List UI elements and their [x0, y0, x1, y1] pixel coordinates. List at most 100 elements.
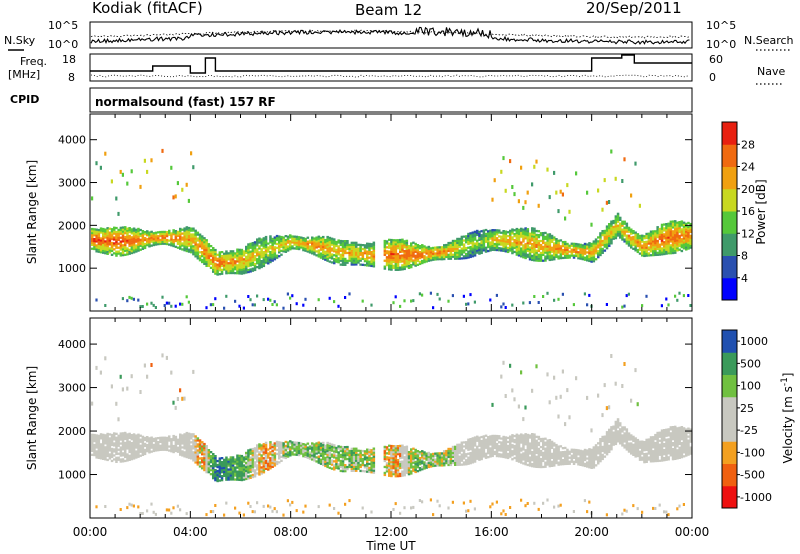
echo-cell	[194, 233, 197, 236]
echo-cell	[418, 256, 422, 260]
echo-cell	[124, 433, 127, 437]
echo-cell	[97, 436, 101, 439]
echo-cell	[264, 249, 268, 252]
echo-cell	[97, 250, 101, 253]
echo-cell	[238, 270, 241, 273]
echo-cell	[544, 245, 547, 248]
echo-cell	[187, 456, 191, 459]
echo-cell	[443, 460, 446, 463]
echo-cell	[209, 245, 213, 248]
echo-cell	[678, 225, 681, 228]
echo-cell	[262, 237, 266, 240]
echo-cell	[454, 251, 457, 254]
echo-cell	[194, 451, 197, 454]
echo-cell	[676, 235, 679, 238]
echo-cell	[473, 242, 477, 245]
echo-cell	[113, 242, 116, 245]
echo-cell	[297, 245, 301, 249]
echo-cell	[504, 238, 508, 241]
echo-cell	[396, 266, 400, 269]
echo-cell	[341, 259, 345, 263]
echo-cell	[467, 302, 470, 306]
echo-cell	[517, 254, 521, 257]
echo-cell	[229, 456, 233, 459]
echo-cell	[179, 239, 182, 242]
echo-cell	[203, 442, 206, 446]
echo-cell	[605, 243, 609, 246]
echo-cell	[269, 461, 272, 464]
echo-cell	[236, 248, 239, 251]
echo-cell	[135, 442, 138, 445]
echo-cell	[317, 255, 321, 258]
echo-cell	[418, 251, 422, 254]
echo-cell	[146, 374, 149, 379]
echo-cell	[295, 239, 299, 242]
echo-cell	[242, 272, 246, 275]
echo-cell	[260, 448, 263, 451]
echo-cell	[656, 228, 659, 231]
echo-cell	[394, 251, 398, 254]
echo-cell	[234, 272, 237, 275]
echo-cell	[214, 270, 217, 273]
echo-cell	[330, 237, 334, 240]
echo-cell	[348, 453, 351, 457]
echo-cell	[366, 456, 369, 459]
echo-cell	[205, 262, 208, 265]
echo-cell	[390, 262, 393, 265]
echo-cell	[416, 259, 420, 263]
echo-cell	[561, 250, 565, 254]
echo-cell	[414, 256, 417, 259]
echo-cell	[544, 249, 547, 252]
echo-cell	[130, 296, 133, 300]
echo-cell	[328, 442, 332, 445]
echo-cell	[132, 433, 136, 436]
echo-cell	[337, 304, 340, 308]
echo-cell	[93, 447, 96, 451]
echo-cell	[522, 238, 525, 241]
echo-cell	[176, 442, 180, 445]
echo-cell	[141, 237, 145, 241]
echo-cell	[91, 239, 94, 242]
echo-cell	[506, 242, 510, 246]
echo-cell	[207, 467, 211, 470]
echo-cell	[119, 226, 123, 229]
echo-cell	[440, 452, 444, 455]
echo-cell	[198, 235, 202, 238]
echo-cell	[115, 401, 118, 406]
echo-cell	[183, 231, 186, 234]
echo-cell	[286, 443, 290, 446]
echo-cell	[478, 238, 481, 241]
echo-cell	[566, 250, 569, 253]
echo-cell	[95, 444, 98, 447]
echo-cell	[645, 232, 648, 236]
echo-cell	[394, 449, 398, 452]
echo-cell	[616, 212, 620, 215]
echo-cell	[203, 464, 206, 468]
echo-cell	[165, 240, 169, 244]
echo-cell	[97, 238, 101, 242]
echo-cell	[258, 265, 261, 268]
echo-cell	[234, 262, 237, 265]
echo-cell	[405, 253, 409, 256]
echo-cell	[423, 467, 426, 470]
echo-cell	[132, 251, 136, 254]
echo-cell	[249, 468, 252, 471]
echo-cell	[526, 247, 530, 251]
echo-cell	[203, 460, 206, 464]
echo-cell	[247, 459, 250, 462]
echo-cell	[524, 227, 527, 230]
echo-cell	[427, 455, 431, 459]
echo-cell	[289, 452, 292, 455]
echo-cell	[363, 244, 367, 247]
echo-cell	[286, 245, 290, 248]
echo-cell	[174, 435, 178, 439]
echo-cell	[207, 258, 211, 262]
echo-cell	[612, 231, 615, 234]
echo-cell	[172, 241, 175, 244]
echo-cell	[174, 449, 178, 453]
echo-cell	[403, 468, 406, 471]
echo-cell	[357, 461, 360, 464]
echo-cell	[495, 237, 499, 240]
echo-cell	[484, 234, 488, 238]
echo-cell	[205, 459, 208, 462]
